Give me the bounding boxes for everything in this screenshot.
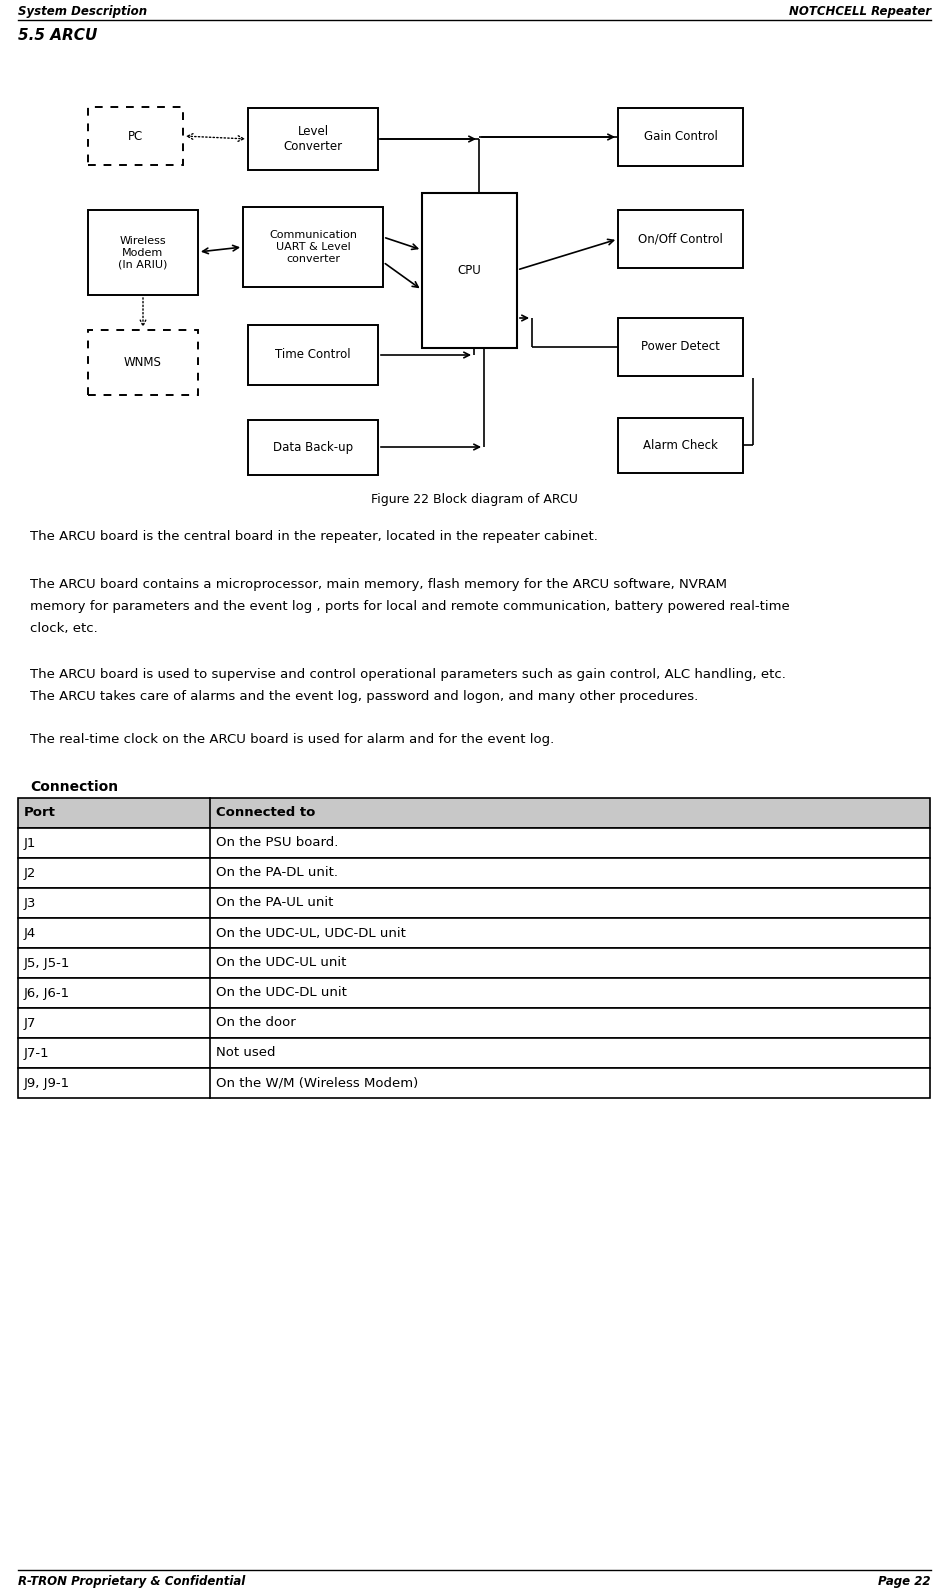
Text: Port: Port [24, 807, 56, 819]
Text: Gain Control: Gain Control [643, 130, 717, 143]
Text: On the UDC-DL unit: On the UDC-DL unit [216, 986, 347, 999]
Text: Figure 22 Block diagram of ARCU: Figure 22 Block diagram of ARCU [370, 492, 577, 507]
FancyBboxPatch shape [618, 108, 743, 167]
Text: On the PA-UL unit: On the PA-UL unit [216, 897, 333, 910]
Text: On/Off Control: On/Off Control [638, 232, 723, 246]
Text: J7-1: J7-1 [24, 1046, 49, 1059]
Text: Time Control: Time Control [275, 348, 351, 362]
FancyBboxPatch shape [18, 1008, 930, 1039]
Text: WNMS: WNMS [124, 356, 162, 368]
Text: PC: PC [128, 130, 143, 143]
Text: On the door: On the door [216, 1016, 296, 1029]
FancyBboxPatch shape [18, 827, 930, 858]
Text: J4: J4 [24, 926, 36, 940]
Text: On the PSU board.: On the PSU board. [216, 837, 339, 850]
Text: J6, J6-1: J6, J6-1 [24, 986, 70, 999]
FancyBboxPatch shape [18, 1069, 930, 1097]
FancyBboxPatch shape [88, 210, 198, 295]
FancyBboxPatch shape [18, 858, 930, 888]
Text: J3: J3 [24, 897, 36, 910]
Text: Alarm Check: Alarm Check [643, 438, 718, 453]
Text: clock, etc.: clock, etc. [30, 622, 98, 635]
FancyBboxPatch shape [18, 799, 930, 827]
FancyBboxPatch shape [18, 948, 930, 978]
Text: Data Back-up: Data Back-up [273, 441, 353, 454]
Text: Communication
UART & Level
converter: Communication UART & Level converter [269, 230, 357, 264]
Text: Page 22: Page 22 [879, 1575, 931, 1588]
Text: 5.5 ARCU: 5.5 ARCU [18, 29, 98, 43]
Text: Connected to: Connected to [216, 807, 315, 819]
FancyBboxPatch shape [88, 330, 198, 395]
Text: The ARCU board is used to supervise and control operational parameters such as g: The ARCU board is used to supervise and … [30, 669, 786, 681]
FancyBboxPatch shape [18, 888, 930, 918]
Text: The real-time clock on the ARCU board is used for alarm and for the event log.: The real-time clock on the ARCU board is… [30, 734, 554, 746]
Text: On the UDC-UL, UDC-DL unit: On the UDC-UL, UDC-DL unit [216, 926, 406, 940]
Text: Power Detect: Power Detect [642, 340, 720, 354]
Text: Connection: Connection [30, 780, 118, 794]
FancyBboxPatch shape [248, 326, 378, 384]
Text: J7: J7 [24, 1016, 36, 1029]
FancyBboxPatch shape [18, 918, 930, 948]
Text: On the W/M (Wireless Modem): On the W/M (Wireless Modem) [216, 1077, 419, 1089]
FancyBboxPatch shape [618, 318, 743, 376]
Text: J2: J2 [24, 867, 36, 880]
FancyBboxPatch shape [248, 108, 378, 170]
Text: J9, J9-1: J9, J9-1 [24, 1077, 70, 1089]
Text: memory for parameters and the event log , ports for local and remote communicati: memory for parameters and the event log … [30, 600, 790, 613]
FancyBboxPatch shape [618, 418, 743, 473]
Text: CPU: CPU [457, 264, 481, 276]
Text: J5, J5-1: J5, J5-1 [24, 956, 70, 970]
FancyBboxPatch shape [18, 978, 930, 1008]
FancyBboxPatch shape [248, 419, 378, 475]
FancyBboxPatch shape [243, 206, 383, 287]
Text: The ARCU takes care of alarms and the event log, password and logon, and many ot: The ARCU takes care of alarms and the ev… [30, 691, 698, 703]
Text: R-TRON Proprietary & Confidential: R-TRON Proprietary & Confidential [18, 1575, 245, 1588]
Text: NOTCHCELL Repeater: NOTCHCELL Repeater [789, 5, 931, 17]
FancyBboxPatch shape [88, 106, 183, 165]
Text: Level
Converter: Level Converter [284, 125, 343, 152]
Text: On the PA-DL unit.: On the PA-DL unit. [216, 867, 338, 880]
Text: On the UDC-UL unit: On the UDC-UL unit [216, 956, 346, 970]
Text: The ARCU board contains a microprocessor, main memory, flash memory for the ARCU: The ARCU board contains a microprocessor… [30, 578, 727, 591]
FancyBboxPatch shape [422, 194, 517, 348]
Text: The ARCU board is the central board in the repeater, located in the repeater cab: The ARCU board is the central board in t… [30, 530, 598, 543]
Text: J1: J1 [24, 837, 36, 850]
FancyBboxPatch shape [618, 210, 743, 268]
Text: Wireless
Modem
(In ARIU): Wireless Modem (In ARIU) [119, 237, 168, 268]
Text: Not used: Not used [216, 1046, 275, 1059]
Text: System Description: System Description [18, 5, 147, 17]
FancyBboxPatch shape [18, 1039, 930, 1069]
